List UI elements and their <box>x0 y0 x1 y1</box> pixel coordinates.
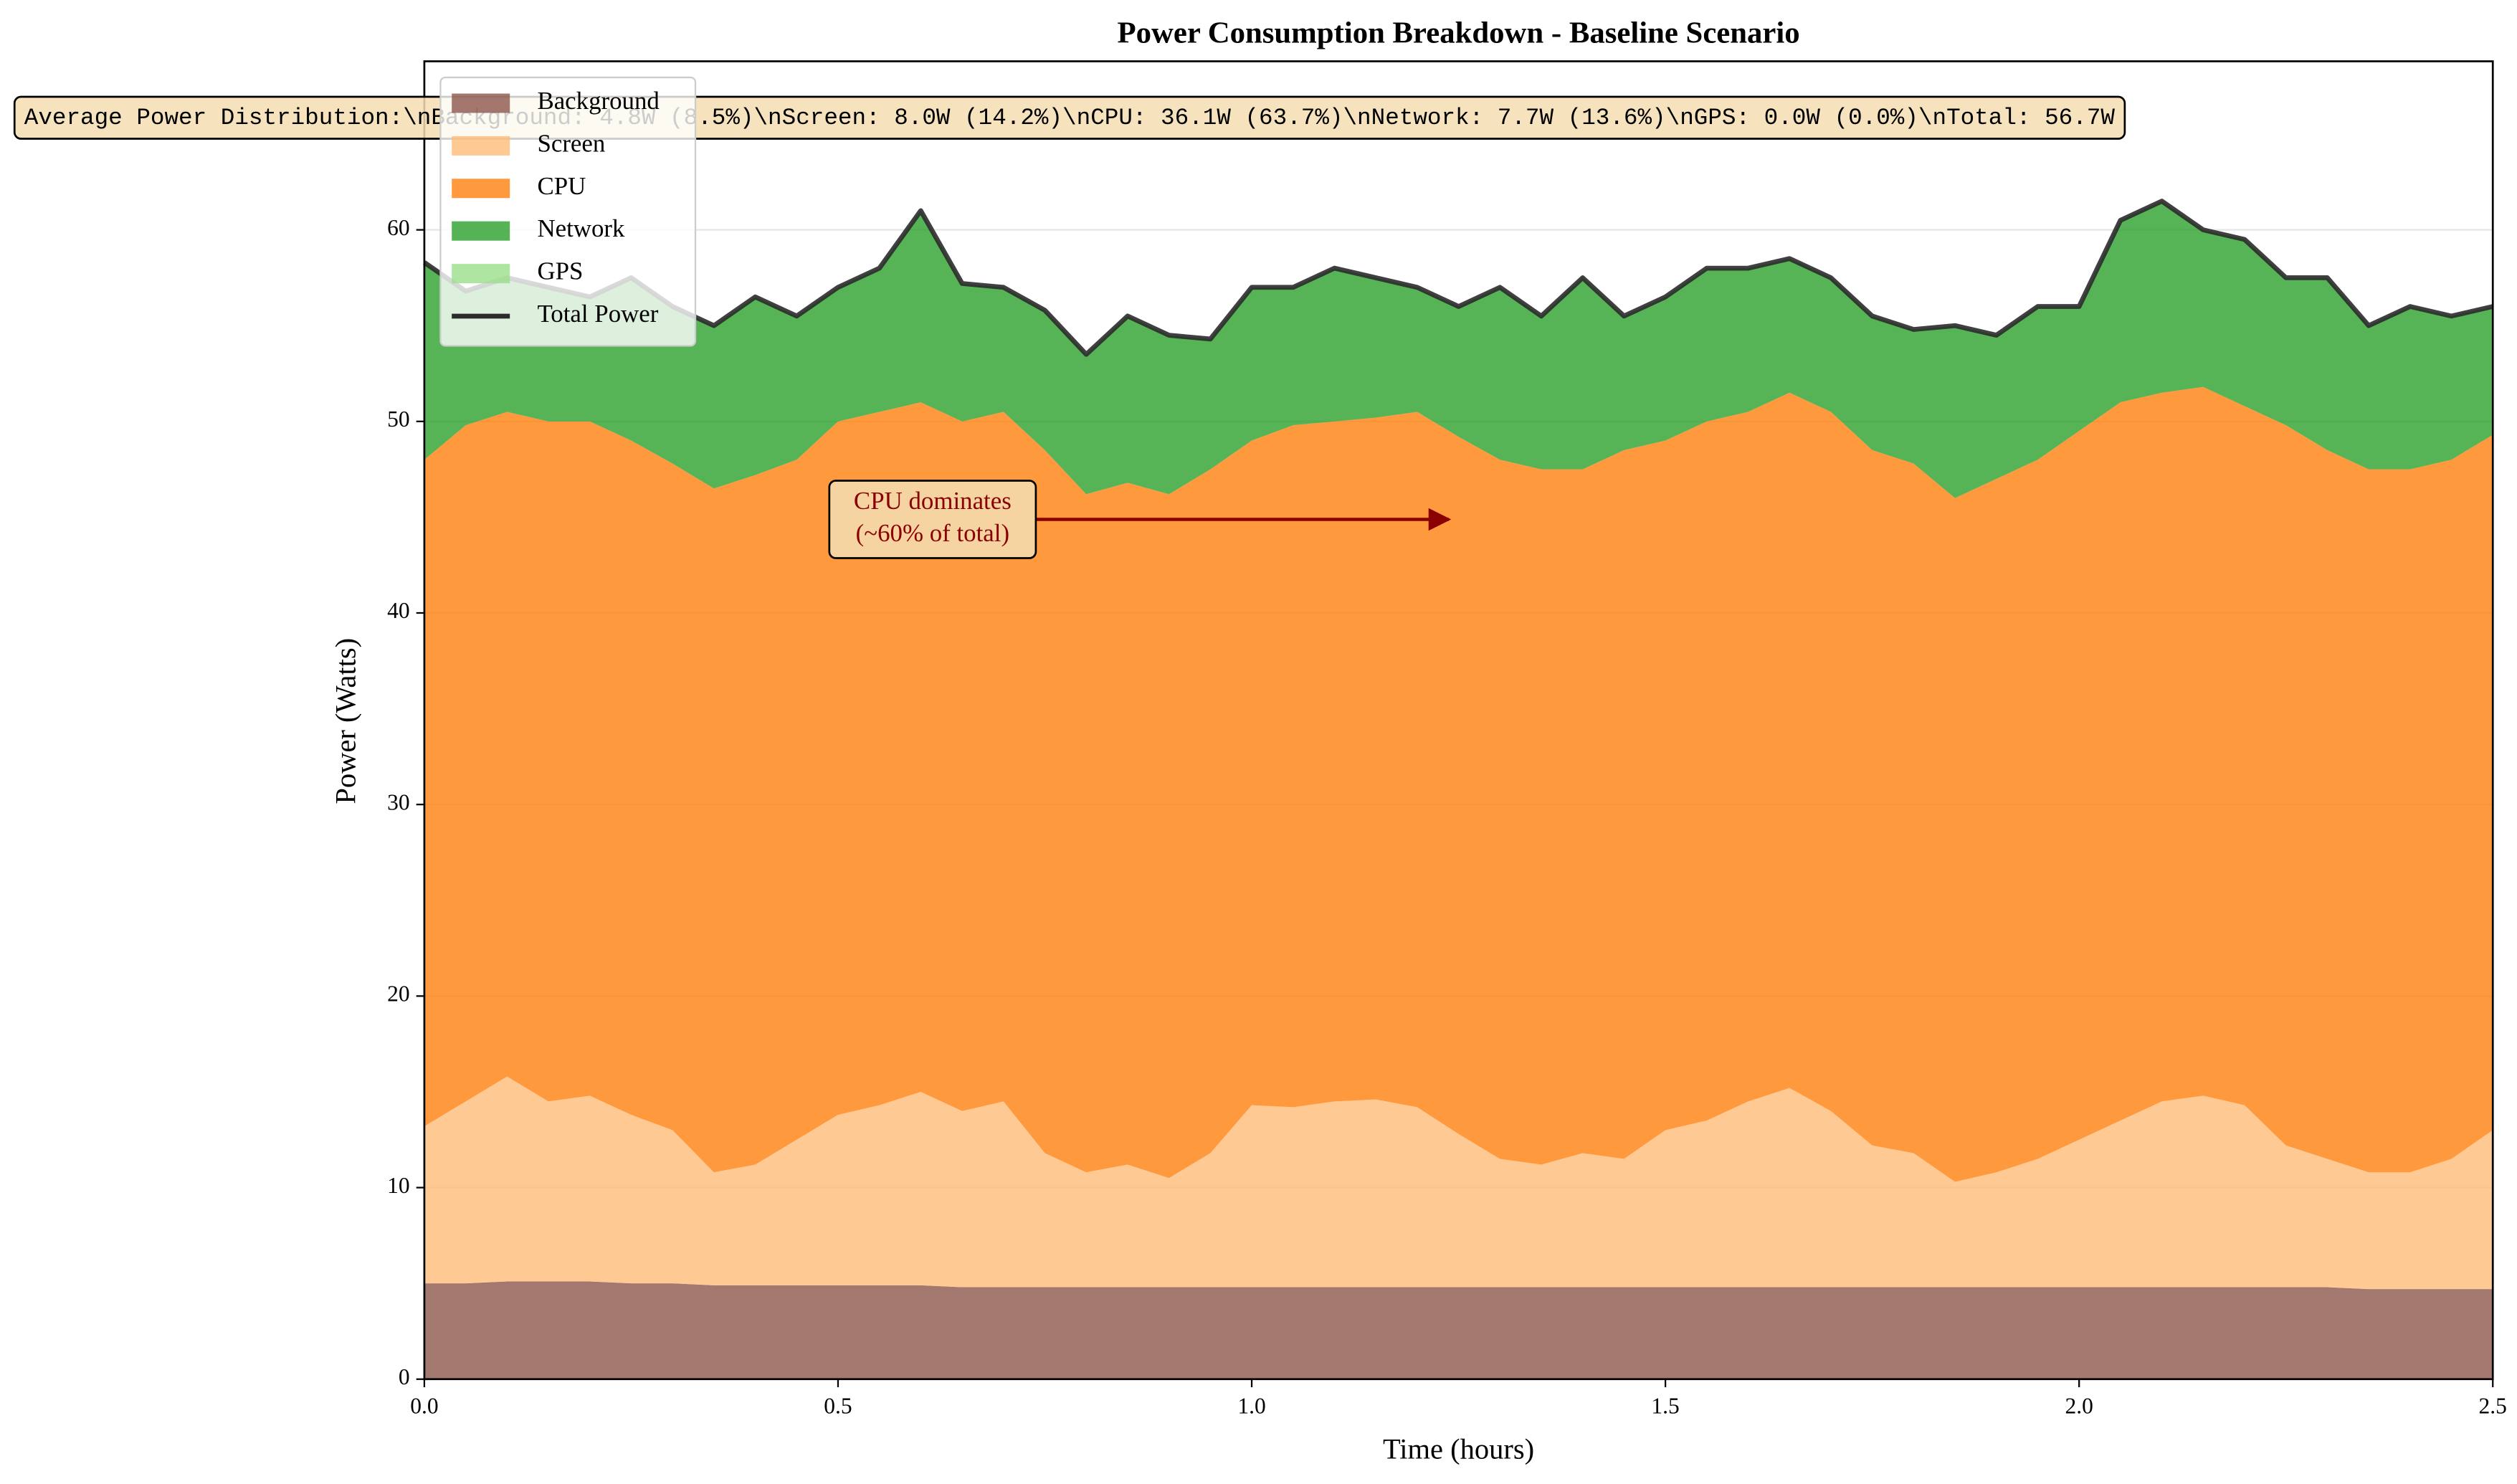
callout-box <box>828 480 1037 559</box>
y-tick-label: 60 <box>387 215 410 240</box>
x-tick-label: 2.0 <box>2065 1393 2093 1418</box>
legend: Background Screen CPU Network GPS Total Power <box>439 76 697 347</box>
y-tick-label: 0 <box>399 1364 410 1389</box>
area <box>424 201 2493 498</box>
callout-text: CPU dominates <box>854 487 1012 515</box>
area <box>424 386 2493 1182</box>
legend-label: GPS <box>537 257 583 285</box>
legend-swatch <box>452 221 510 241</box>
stats-box: Average Power Distribution:\nBackground:… <box>13 95 2126 140</box>
y-tick-label: 40 <box>387 598 410 623</box>
stats-text: Average Power Distribution:\nBackground:… <box>24 105 2116 131</box>
plot-frame <box>423 60 2494 1381</box>
y-tick-label: 10 <box>387 1173 410 1198</box>
y-tick-label: 20 <box>387 981 410 1007</box>
y-tick-label: 50 <box>387 406 410 432</box>
x-tick-label: 1.0 <box>1237 1393 1265 1418</box>
x-tick-label: 0.0 <box>410 1393 438 1418</box>
x-tick-label: 0.5 <box>824 1393 852 1418</box>
legend-label: Screen <box>537 129 605 157</box>
y-tick-label: 30 <box>387 789 410 814</box>
axes: 0 10 20 30 40 50 60 0.0 0.5 1.0 1.5 2.0 2.5 <box>387 60 2507 1418</box>
legend-label: CPU <box>537 172 586 200</box>
legend-swatch <box>452 264 510 284</box>
areas <box>422 199 2494 1379</box>
legend-swatch <box>452 135 510 156</box>
x-tick-label: 1.5 <box>1651 1393 1679 1418</box>
legend-swatch <box>452 179 510 199</box>
callout: CPU dominates (~60% of total) <box>828 480 1452 559</box>
legend-label: Network <box>537 214 625 242</box>
legend-label: Total Power <box>537 300 658 328</box>
x-tick-label: 2.5 <box>2479 1393 2507 1418</box>
legend-swatch <box>452 93 510 113</box>
area <box>424 1076 2493 1290</box>
legend-label: Background <box>537 87 659 115</box>
x-axis-label: Time (hours) <box>1383 1432 1534 1465</box>
total-line <box>422 199 2494 357</box>
callout-text: (~60% of total) <box>856 519 1009 547</box>
chart-title: Power Consumption Breakdown - Baseline S… <box>1117 16 1799 49</box>
area <box>424 1281 2493 1379</box>
y-axis-label: Power (Watts) <box>329 638 361 804</box>
